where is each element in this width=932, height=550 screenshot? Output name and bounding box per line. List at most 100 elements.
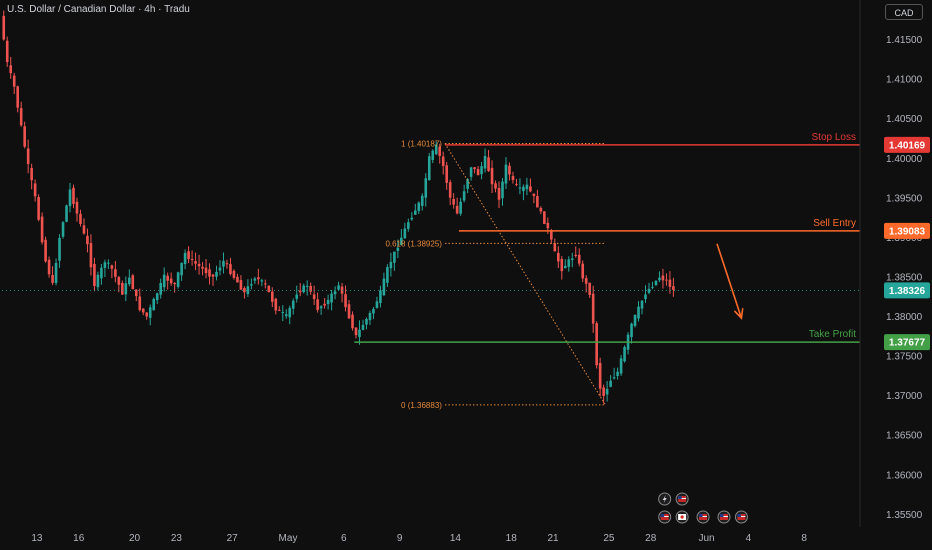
candle-body: [448, 182, 452, 198]
candle-body: [37, 197, 40, 220]
candle-body: [326, 299, 330, 305]
us-flag-icon[interactable]: [675, 492, 689, 506]
candle-body: [180, 262, 183, 276]
candle-body: [93, 263, 96, 287]
candle-body: [183, 252, 187, 265]
candle-body: [277, 309, 281, 311]
time-tick-label: 4: [746, 533, 752, 544]
candle-body: [323, 303, 326, 306]
sell-entry-badge-text: 1.39083: [889, 226, 926, 237]
candle-body: [100, 267, 103, 279]
candle-body: [389, 261, 393, 269]
candle-body: [229, 264, 232, 275]
candle-body: [668, 279, 672, 287]
candle-body: [298, 290, 302, 293]
candle-body: [121, 282, 124, 295]
candle-body: [295, 294, 299, 299]
candle-body: [5, 40, 9, 63]
candle-body: [236, 276, 239, 283]
candle-body: [354, 327, 358, 336]
candle-body: [633, 314, 637, 326]
candle-body: [644, 294, 647, 300]
candle-body: [504, 164, 508, 184]
symbol-title: U.S. Dollar / Canadian Dollar · 4h · Tra…: [7, 4, 190, 15]
flag-canton: [719, 514, 724, 517]
us-flag-icon[interactable]: [717, 510, 731, 524]
candle-body: [637, 306, 640, 319]
candle-body: [257, 277, 260, 280]
flag-canton: [678, 496, 682, 499]
candle-body: [194, 261, 197, 264]
candle-body: [546, 222, 550, 229]
candle-body: [40, 216, 44, 243]
candle-body: [79, 213, 82, 224]
candle-body: [162, 274, 166, 288]
candle-body: [368, 312, 372, 321]
candle-body: [246, 286, 250, 295]
candle-body: [424, 178, 428, 198]
time-tick-label: 6: [341, 533, 347, 544]
time-tick-label: 25: [603, 533, 615, 544]
candle-body: [96, 274, 100, 288]
candle-body: [640, 300, 644, 309]
candle-body: [51, 274, 54, 283]
time-tick-label: 13: [31, 533, 43, 544]
candle-body: [431, 150, 435, 160]
candle-body: [253, 278, 257, 281]
candle-body: [16, 86, 19, 108]
price-axis[interactable]: 1.41500 1.41000 1.40500 1.40000 1.39500 1.390…: [859, 0, 930, 527]
lightning-icon[interactable]: [658, 492, 672, 506]
candle-body: [284, 314, 288, 317]
candle-body: [522, 186, 525, 192]
candle-body: [570, 258, 574, 260]
candle-body: [581, 263, 585, 279]
candle-body: [612, 377, 616, 379]
price-tick-label: 1.38000: [886, 312, 923, 323]
candle-body: [347, 304, 351, 319]
fib-level-0-label: 0 (1.36883): [401, 401, 442, 410]
candle-body: [647, 288, 651, 293]
candle-body: [462, 191, 466, 201]
price-tick-label: 1.39500: [886, 193, 923, 204]
currency-button[interactable]: CAD: [885, 4, 923, 20]
stop-loss-badge-text: 1.40169: [889, 140, 926, 151]
take-profit-badge: [884, 334, 930, 351]
candle-body: [47, 259, 51, 275]
down-arrow-shaft: [716, 243, 743, 319]
candle-body: [141, 308, 145, 313]
time-tick-label: 21: [548, 533, 560, 544]
candle-body: [410, 217, 414, 220]
us-flag-icon[interactable]: [696, 510, 710, 524]
time-tick-label: 16: [73, 533, 85, 544]
candle-body: [58, 237, 61, 261]
candle-body: [201, 266, 204, 269]
time-axis[interactable]: 13 16 20 23 27 May 6 9 14 18 21 25 28 Jun 4 8: [31, 533, 807, 544]
us-flag-icon[interactable]: [658, 510, 672, 524]
economic-events-row[interactable]: [658, 492, 748, 524]
time-tick-label: 14: [450, 533, 462, 544]
candle-body: [518, 187, 522, 189]
candle-body: [483, 155, 487, 169]
take-profit-name: Take Profit: [809, 329, 856, 340]
candle-body: [525, 184, 529, 190]
candle-body: [588, 282, 591, 295]
candle-body: [271, 291, 274, 302]
candle-body: [619, 358, 623, 374]
candle-body: [598, 363, 602, 389]
candle-body: [452, 198, 455, 205]
candle-body: [414, 210, 417, 215]
candle-body: [532, 193, 536, 197]
candle-body: [138, 296, 142, 311]
flag-stripe: [719, 516, 728, 517]
candle-body: [487, 157, 490, 172]
candle-body: [403, 228, 407, 239]
candle-body: [222, 260, 225, 267]
candle-body: [68, 189, 72, 207]
candle-body: [560, 258, 564, 272]
candle-body: [602, 387, 605, 396]
ca-flag-icon[interactable]: [675, 510, 689, 524]
price-tick-label: 1.36500: [886, 431, 923, 442]
us-flag-icon[interactable]: [734, 510, 748, 524]
candle-body: [609, 380, 612, 387]
